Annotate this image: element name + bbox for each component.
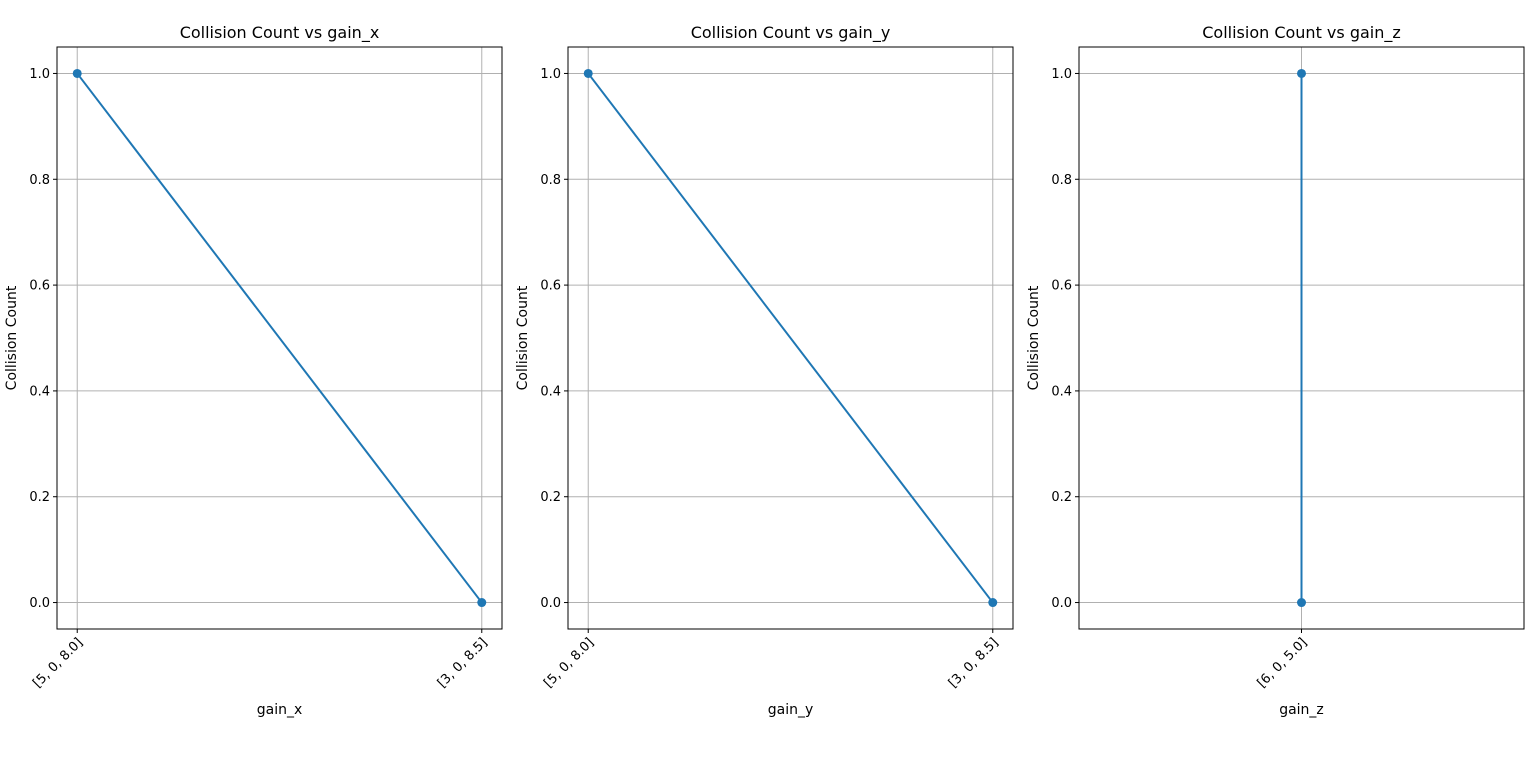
y-axis-label: Collision Count	[1026, 285, 1042, 390]
axes-frame	[56, 46, 503, 630]
y-tick-label: 1.0	[29, 67, 50, 82]
panel-2: 0.0 0.2 0.4 0.6 0.8 1.0 [5, 0, 8.0] [3, 0, 8.5]…	[515, 23, 1014, 718]
x-tick-label: [3, 0, 8.5]	[946, 635, 1002, 691]
x-tick-label: [5, 0, 8.0]	[541, 635, 597, 691]
y-tick-label: 0.2	[29, 490, 50, 505]
y-tick-label: 1.0	[540, 67, 561, 82]
y-axis-label: Collision Count	[515, 285, 531, 390]
y-tick-label: 0.2	[540, 490, 561, 505]
y-tick-label: 0.6	[29, 279, 50, 294]
x-axis-label: gain_y	[768, 702, 814, 718]
data-point	[477, 598, 487, 608]
data-point	[72, 68, 82, 78]
data-point	[1297, 598, 1306, 608]
series-line	[76, 72, 483, 604]
y-tick-label: 0.6	[1051, 279, 1072, 294]
y-tick-label: 0.4	[29, 384, 50, 399]
y-tick-label: 0.0	[540, 596, 561, 611]
axes-frame	[1078, 46, 1525, 630]
chart-title: Collision Count vs gain_y	[691, 23, 891, 43]
y-tick-label: 0.0	[29, 596, 50, 611]
y-tick-label: 1.0	[1051, 67, 1072, 82]
chart-title: Collision Count vs gain_x	[180, 23, 380, 43]
x-tick-label: [3, 0, 8.5]	[435, 635, 491, 691]
x-axis-label: gain_z	[1279, 702, 1324, 718]
x-tick-label: [6, 0, 5.0]	[1255, 635, 1311, 691]
y-tick-label: 0.2	[1051, 490, 1072, 505]
data-point	[583, 68, 593, 78]
y-tick-label: 0.8	[1051, 173, 1072, 188]
data-point	[988, 598, 998, 608]
y-tick-label: 0.4	[1051, 384, 1072, 399]
y-axis-label: Collision Count	[4, 285, 20, 390]
data-point	[1297, 68, 1306, 78]
y-tick-label: 0.4	[540, 384, 561, 399]
y-tick-label: 0.8	[29, 173, 50, 188]
y-tick-label: 0.8	[540, 173, 561, 188]
chart-title: Collision Count vs gain_z	[1202, 23, 1401, 43]
panel-1: 0.0 0.2 0.4 0.6 0.8 1.0 [5, 0, 8.0] [3, 0, 8.5]…	[4, 23, 503, 718]
panel-3: 0.0 0.2 0.4 0.6 0.8 1.0 [6, 0, 5.0] Collision C…	[1026, 23, 1525, 718]
x-tick-label: [5, 0, 8.0]	[30, 635, 86, 691]
y-tick-label: 0.6	[540, 279, 561, 294]
x-axis-label: gain_x	[257, 702, 303, 718]
axes-frame	[567, 46, 1014, 630]
series-line	[587, 72, 994, 604]
y-tick-label: 0.0	[1051, 596, 1072, 611]
